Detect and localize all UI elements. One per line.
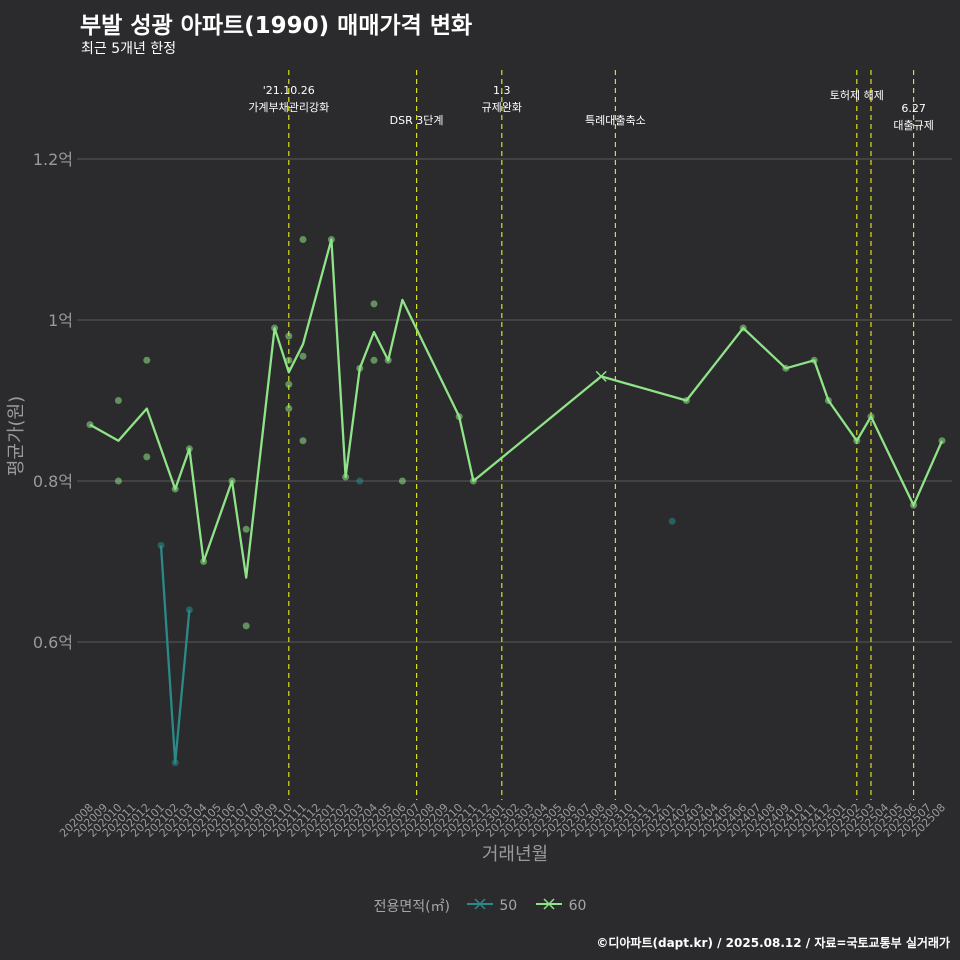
data-point-50 <box>668 517 676 525</box>
data-point-60 <box>114 477 122 485</box>
event-label: 대출규제 <box>893 119 933 132</box>
data-point-60 <box>143 356 151 364</box>
data-point-60 <box>285 356 293 364</box>
y-tick-label: 1.2억 <box>33 150 73 169</box>
legend-label-50: 50 <box>499 898 518 914</box>
data-point-50 <box>356 477 364 485</box>
data-point-60 <box>299 437 307 445</box>
legend: 전용면적(㎡) 50 60 <box>0 896 960 916</box>
chart-title: 부발 성광 아파트(1990) 매매가격 변화 <box>80 13 473 39</box>
legend-key-50 <box>465 896 495 916</box>
y-tick-label: 1억 <box>48 311 73 330</box>
data-point-60 <box>370 356 378 364</box>
event-label: 특례대출축소 <box>585 114 646 127</box>
event-label: 토허제 해제 <box>830 88 884 102</box>
data-point-60 <box>370 300 378 308</box>
series-line-50 <box>159 545 191 764</box>
cross-marker <box>595 370 607 382</box>
event-label: 6.27 <box>901 102 926 115</box>
y-axis-title: 평균가(원) <box>6 396 27 476</box>
chart-subtitle: 최근 5개년 한정 <box>81 41 177 57</box>
data-point-60 <box>143 453 151 461</box>
legend-label-60: 60 <box>568 898 587 914</box>
series-line-60 <box>89 238 944 579</box>
data-point-60 <box>242 622 250 630</box>
data-point-60 <box>299 236 307 243</box>
legend-title: 전용면적(㎡) <box>373 899 451 915</box>
event-label: 1.3 <box>493 84 511 97</box>
source-caption: ©디아파트(dapt.kr) / 2025.08.12 / 자료=국토교통부 실… <box>596 936 950 950</box>
data-point-60 <box>242 525 250 533</box>
event-label: '21.10.26 <box>263 84 315 97</box>
data-point-60 <box>285 405 293 413</box>
event-label: 규제완화 <box>482 101 522 114</box>
event-label: DSR 3단계 <box>390 114 444 127</box>
event-label: 가계부채관리강화 <box>248 101 329 114</box>
data-point-60 <box>114 397 122 404</box>
data-point-60 <box>299 352 307 360</box>
legend-key-60 <box>534 896 564 916</box>
x-axis-title: 거래년월 <box>482 844 548 865</box>
data-point-60 <box>285 380 293 388</box>
data-point-60 <box>285 332 293 340</box>
data-point-60 <box>398 477 406 485</box>
y-tick-label: 0.8억 <box>33 472 73 491</box>
y-tick-label: 0.6억 <box>33 633 73 652</box>
